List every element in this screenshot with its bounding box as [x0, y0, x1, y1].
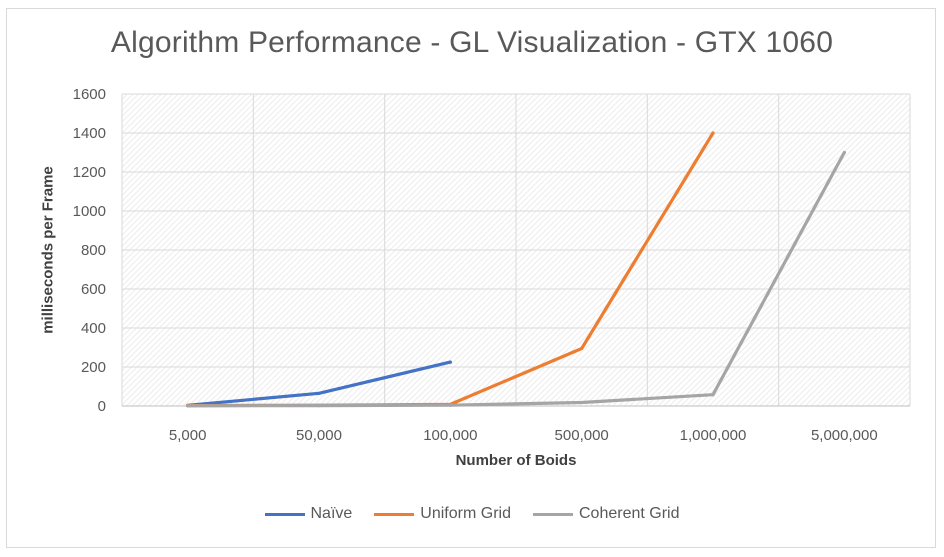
x-tick-label: 1,000,000: [680, 427, 747, 444]
legend-label-uniform-grid: Uniform Grid: [420, 505, 511, 522]
data-point: [448, 360, 452, 364]
data-point: [448, 403, 452, 407]
y-tick-label: 1400: [73, 125, 106, 142]
data-point: [580, 400, 584, 405]
legend-label-coherent-grid: Coherent Grid: [578, 505, 680, 522]
chart-title: Algorithm Performance - GL Visualization…: [110, 26, 834, 59]
data-point: [711, 393, 715, 397]
data-point: [317, 404, 321, 408]
data-point: [317, 391, 321, 395]
y-tick-label: 800: [81, 242, 106, 259]
legend-item-uniform-grid: Uniform Grid: [374, 505, 511, 523]
y-tick-label: 1200: [73, 164, 106, 181]
x-tick-label: 100,000: [423, 427, 477, 444]
x-tick-label: 500,000: [555, 427, 609, 444]
legend-item-coherent-grid: Coherent Grid: [532, 505, 680, 523]
y-tick-label: 0: [98, 398, 106, 415]
legend: Naïve Uniform Grid Coherent Grid: [0, 505, 944, 523]
y-tick-label: 400: [81, 320, 106, 337]
x-tick-label: 50,000: [296, 427, 342, 444]
x-tick-label: 5,000,000: [811, 427, 878, 444]
y-tick-label: 1000: [73, 203, 106, 220]
legend-swatch-naive: [264, 512, 305, 516]
y-tick-label: 600: [81, 281, 106, 298]
legend-swatch-coherent-grid: [532, 512, 573, 516]
legend-label-naive: Naïve: [310, 505, 353, 522]
y-tick-label: 1600: [73, 86, 106, 103]
series-line-3: [186, 150, 846, 408]
y-tick-label: 200: [81, 359, 106, 376]
legend-item-naive: Naïve: [264, 505, 353, 523]
x-axis-label: Number of Boids: [455, 452, 577, 469]
data-point: [842, 150, 846, 155]
data-point: [580, 346, 584, 351]
data-point: [186, 404, 190, 408]
x-tick-label: 5,000: [169, 427, 207, 444]
data-point: [711, 131, 715, 135]
legend-swatch-uniform-grid: [374, 512, 415, 516]
